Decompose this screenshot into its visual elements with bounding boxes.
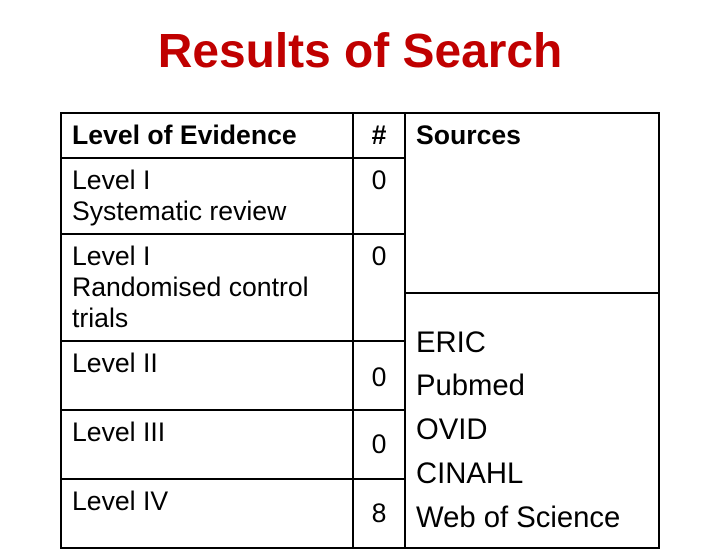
cell-count: 0 (354, 342, 406, 411)
cell-evidence: Level III (62, 411, 354, 480)
evidence-line1: Level II (72, 348, 158, 378)
cell-evidence: Level I Systematic review (62, 159, 354, 235)
table-row: Level II 0 (62, 342, 406, 411)
source-item: OVID (416, 409, 648, 453)
evidence-line1: Level III (72, 417, 165, 447)
evidence-line2: Systematic review (72, 196, 286, 226)
header-count: # (354, 114, 406, 159)
header-sources: Sources (406, 114, 658, 294)
cell-evidence: Level IV (62, 480, 354, 547)
sources-cell: ERIC Pubmed OVID CINAHL Web of Science (406, 294, 658, 547)
table-row: Level I Systematic review 0 (62, 159, 406, 235)
slide: Results of Search Level of Evidence # Le… (0, 0, 720, 540)
page-title: Results of Search (0, 24, 720, 79)
cell-count: 8 (354, 480, 406, 547)
table-right-block: Sources ERIC Pubmed OVID CINAHL Web of S… (406, 114, 658, 547)
cell-evidence: Level I Randomised control trials (62, 235, 354, 342)
source-item: Pubmed (416, 365, 648, 409)
header-evidence: Level of Evidence (62, 114, 354, 159)
cell-count: 0 (354, 159, 406, 235)
table-header-row: Level of Evidence # (62, 114, 406, 159)
source-item: Web of Science (416, 497, 648, 541)
table-row: Level III 0 (62, 411, 406, 480)
evidence-line1: Level IV (72, 486, 168, 516)
source-item: CINAHL (416, 453, 648, 497)
cell-count: 0 (354, 411, 406, 480)
table-left-block: Level of Evidence # Level I Systematic r… (62, 114, 406, 547)
cell-evidence: Level II (62, 342, 354, 411)
table-row: Level IV 8 (62, 480, 406, 547)
cell-count: 0 (354, 235, 406, 342)
source-item: ERIC (416, 322, 648, 366)
evidence-line1: Level I (72, 165, 150, 195)
table-row: Level I Randomised control trials 0 (62, 235, 406, 342)
evidence-line2: Randomised control trials (72, 272, 309, 333)
evidence-line1: Level I (72, 241, 150, 271)
results-table: Level of Evidence # Level I Systematic r… (60, 112, 660, 549)
